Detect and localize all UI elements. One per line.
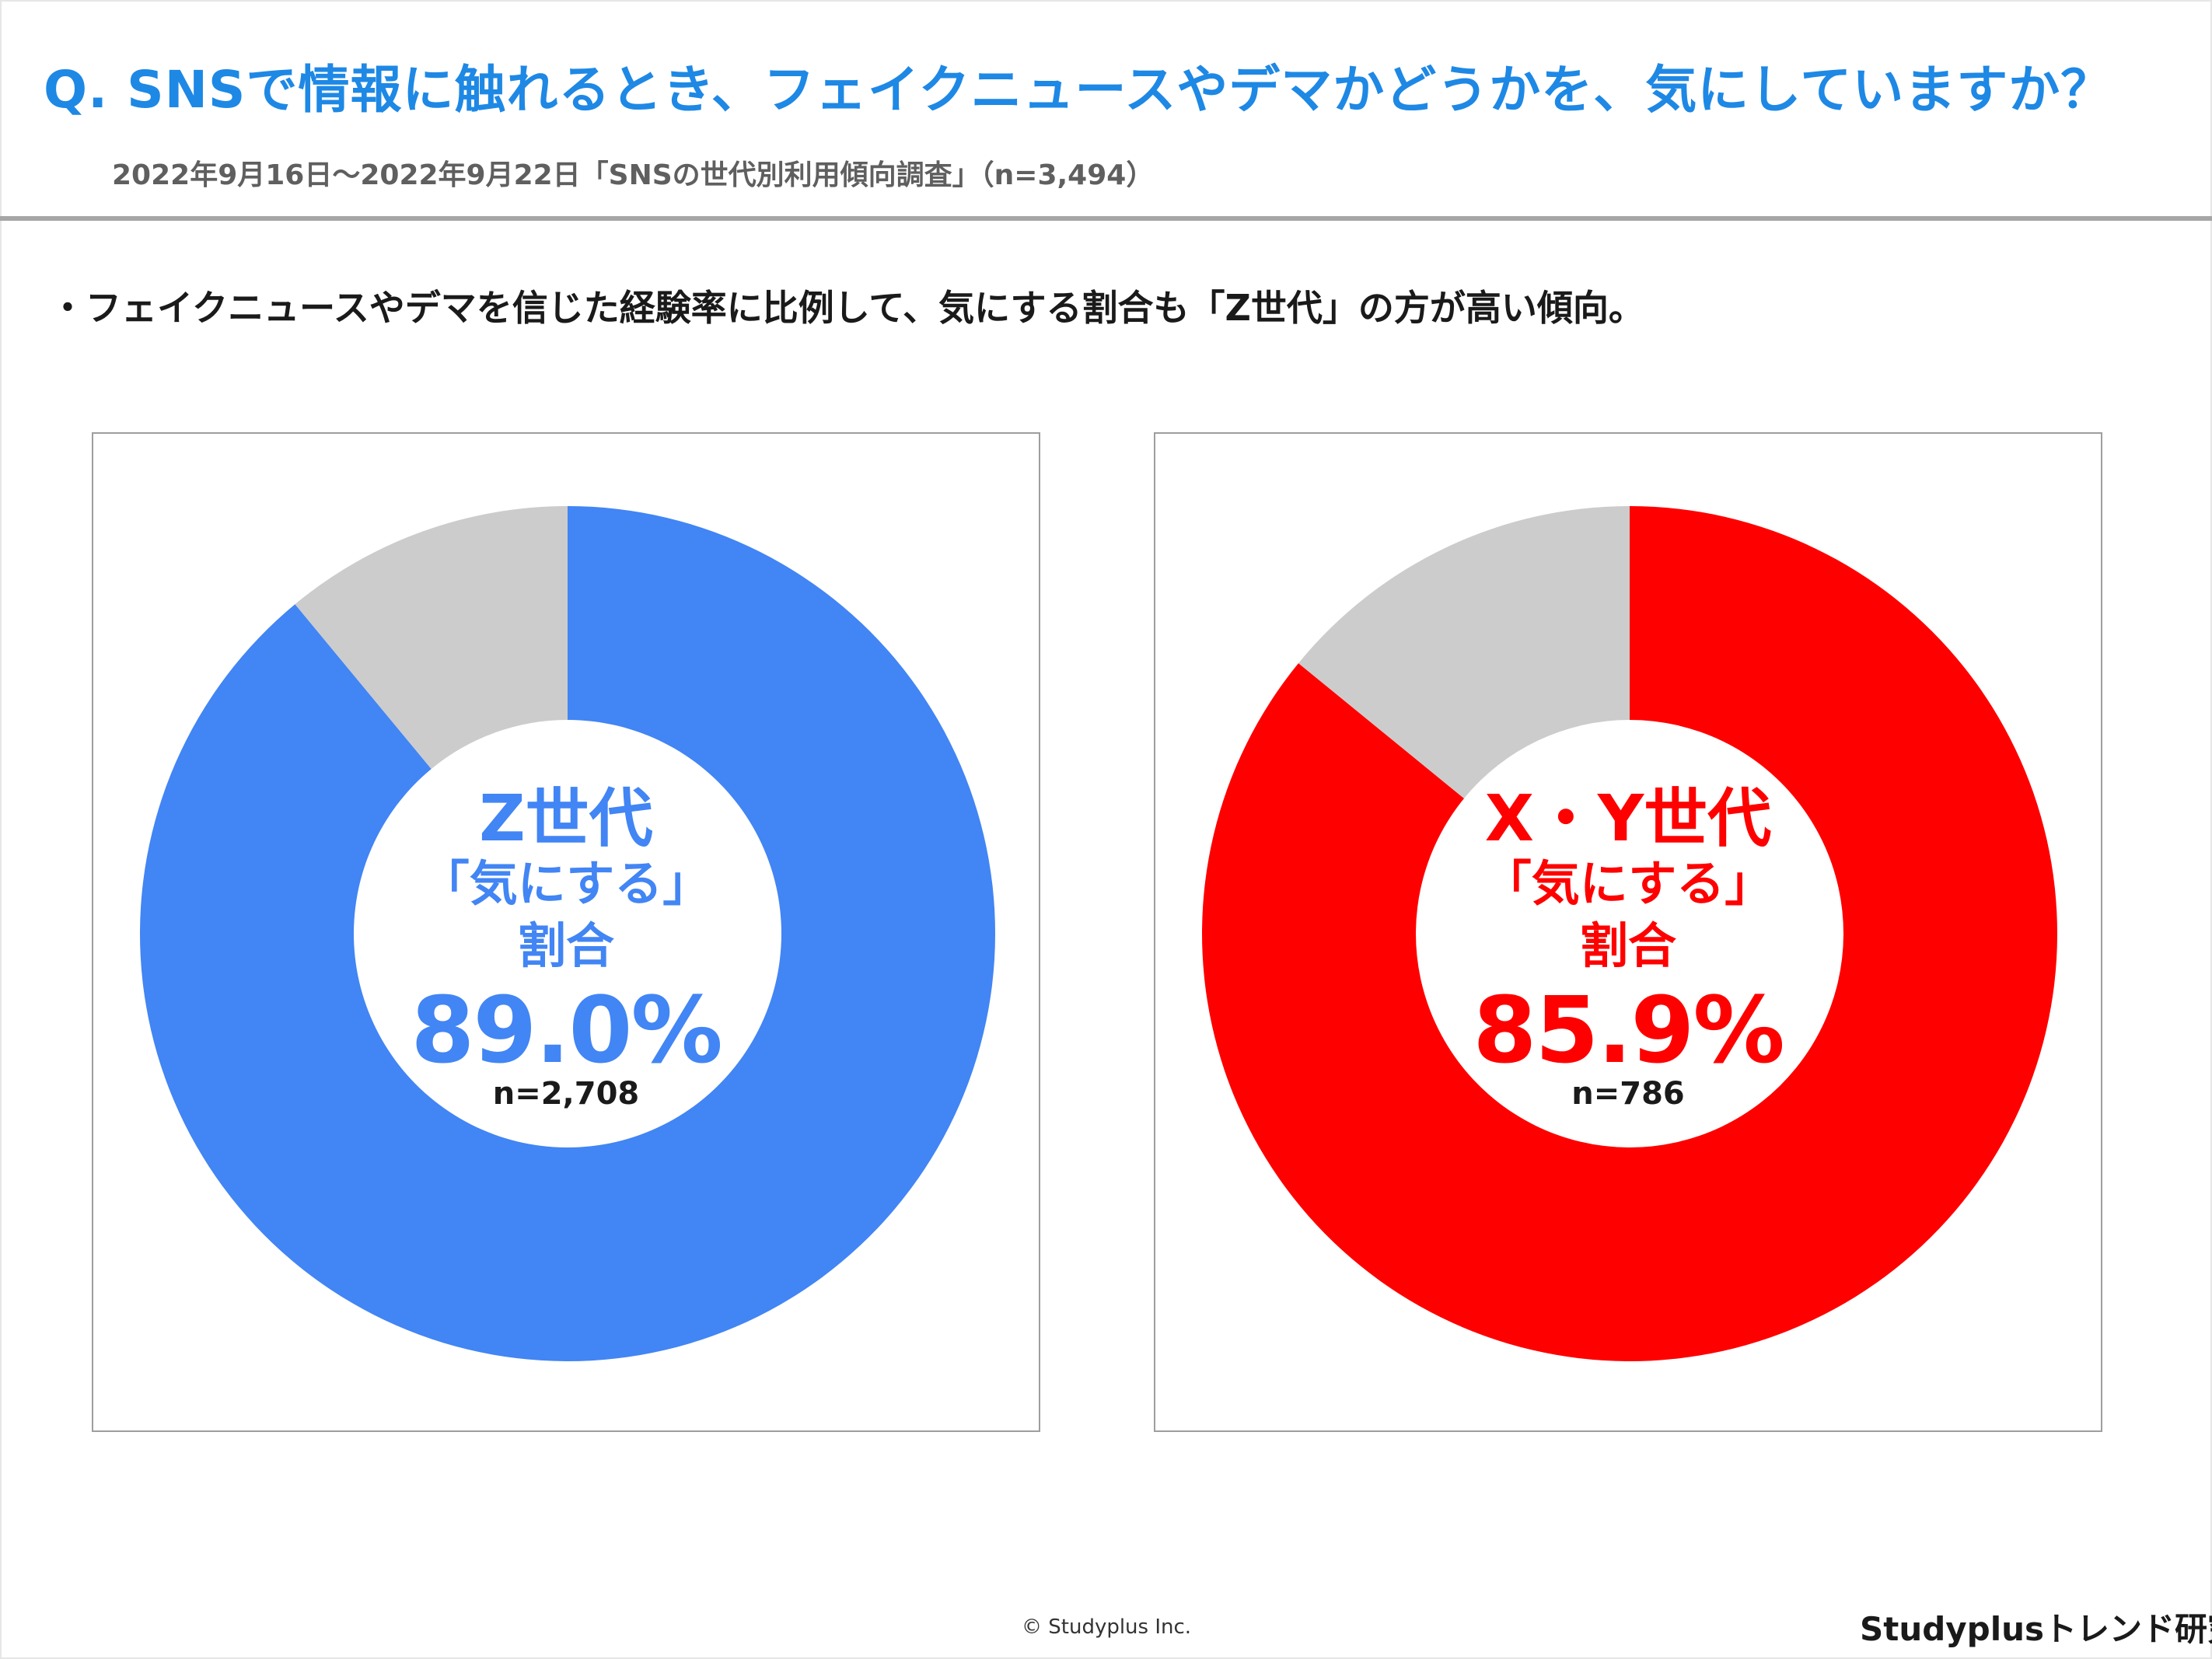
ratio-label: 割合 [1579, 917, 1676, 974]
copyright: © Studyplus Inc. [1022, 1615, 1192, 1639]
sample-size: n=2,708 [492, 1076, 640, 1112]
header-divider [0, 216, 2212, 221]
ratio-label: 割合 [517, 917, 614, 974]
donut-chart-xy [1202, 506, 2057, 1361]
summary-bullet: ・フェイクニュースやデマを信じた経験率に比例して、気にする割合も「Z世代」の方が… [50, 287, 1644, 329]
care-label: 「気にする」 [1483, 855, 1773, 912]
slice-care [1202, 506, 2057, 1361]
donut-chart-z [139, 506, 995, 1361]
percent-value: 89.0% [411, 976, 722, 1084]
care-label: 「気にする」 [421, 855, 711, 912]
generation-label: Z世代 [479, 782, 653, 856]
page-title: Q. SNSで情報に触れるとき、フェイクニュースやデマかどうかを、気にしています… [44, 60, 2113, 120]
sample-size: n=786 [1571, 1076, 1685, 1112]
slice-other [295, 506, 568, 770]
generation-label: X・Y世代 [1484, 782, 1772, 856]
slice-other [1298, 506, 1630, 799]
chart-panel-xy: X・Y世代 「気にする」 割合 85.9% n=786 [1154, 432, 2102, 1432]
survey-subtitle: 2022年9月16日～2022年9月22日「SNSの世代別利用傾向調査」（n=3… [112, 159, 1155, 191]
brand-logo-text: Studyplusトレンド研究所 [1860, 1610, 2212, 1648]
chart-panel-z: Z世代 「気にする」 割合 89.0% n=2,708 [92, 432, 1040, 1432]
percent-value: 85.9% [1473, 976, 1784, 1084]
slice-care [139, 506, 995, 1361]
